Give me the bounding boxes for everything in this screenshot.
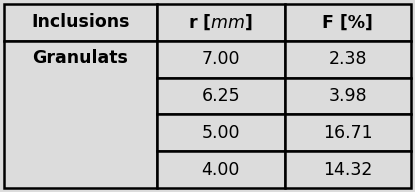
Bar xyxy=(156,78,285,114)
Text: 7.00: 7.00 xyxy=(201,50,240,68)
Bar xyxy=(156,41,285,78)
Text: $\mathbf{r}$ $\mathbf{[}$$mm$$\mathbf{]}$: $\mathbf{r}$ $\mathbf{[}$$mm$$\mathbf{]}… xyxy=(188,13,253,32)
Text: 2.38: 2.38 xyxy=(329,50,367,68)
Bar xyxy=(285,114,411,151)
Text: Granulats: Granulats xyxy=(32,50,128,67)
Bar xyxy=(285,4,411,41)
Text: 4.00: 4.00 xyxy=(202,161,240,179)
Text: 14.32: 14.32 xyxy=(323,161,373,179)
Bar xyxy=(4,4,156,41)
Text: F [%]: F [%] xyxy=(322,13,374,31)
Bar xyxy=(4,41,156,188)
Text: Inclusions: Inclusions xyxy=(31,13,129,31)
Bar xyxy=(156,4,285,41)
Bar xyxy=(156,114,285,151)
Bar xyxy=(285,41,411,78)
Text: 5.00: 5.00 xyxy=(201,124,240,142)
Text: 3.98: 3.98 xyxy=(329,87,367,105)
Text: 6.25: 6.25 xyxy=(201,87,240,105)
Bar xyxy=(156,151,285,188)
Bar xyxy=(285,78,411,114)
Bar xyxy=(285,151,411,188)
Text: 16.71: 16.71 xyxy=(323,124,373,142)
